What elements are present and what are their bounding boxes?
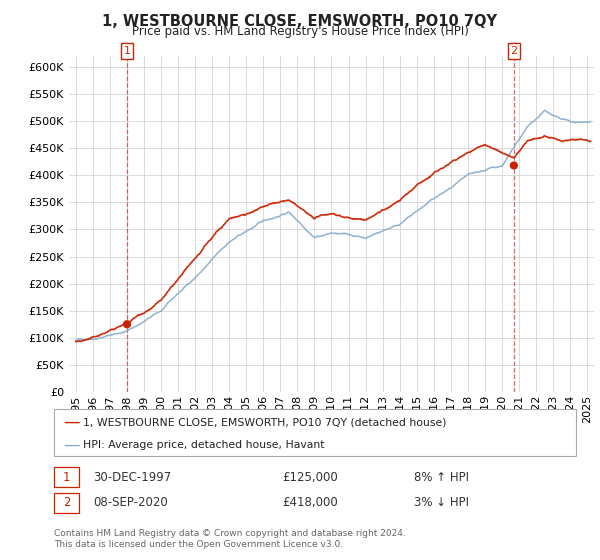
Text: 1: 1 <box>63 470 70 484</box>
Text: 1, WESTBOURNE CLOSE, EMSWORTH, PO10 7QY: 1, WESTBOURNE CLOSE, EMSWORTH, PO10 7QY <box>103 14 497 29</box>
Point <box>122 320 132 329</box>
Text: 1: 1 <box>124 46 130 56</box>
Text: —: — <box>63 436 80 454</box>
Point <box>509 161 518 170</box>
Text: 2: 2 <box>63 496 70 510</box>
Text: £125,000: £125,000 <box>282 470 338 484</box>
Text: £418,000: £418,000 <box>282 496 338 510</box>
Text: 1, WESTBOURNE CLOSE, EMSWORTH, PO10 7QY (detached house): 1, WESTBOURNE CLOSE, EMSWORTH, PO10 7QY … <box>83 417 446 427</box>
Text: HPI: Average price, detached house, Havant: HPI: Average price, detached house, Hava… <box>83 440 325 450</box>
Text: Price paid vs. HM Land Registry's House Price Index (HPI): Price paid vs. HM Land Registry's House … <box>131 25 469 38</box>
Text: Contains HM Land Registry data © Crown copyright and database right 2024.
This d: Contains HM Land Registry data © Crown c… <box>54 529 406 549</box>
Text: —: — <box>63 413 80 431</box>
Text: 2: 2 <box>511 46 517 56</box>
Text: 8% ↑ HPI: 8% ↑ HPI <box>414 470 469 484</box>
Text: 30-DEC-1997: 30-DEC-1997 <box>93 470 171 484</box>
Text: 3% ↓ HPI: 3% ↓ HPI <box>414 496 469 510</box>
Text: 08-SEP-2020: 08-SEP-2020 <box>93 496 168 510</box>
